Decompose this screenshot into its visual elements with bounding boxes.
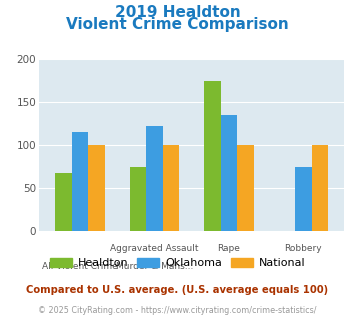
Bar	[55, 173, 72, 231]
Bar	[221, 115, 237, 231]
Text: © 2025 CityRating.com - https://www.cityrating.com/crime-statistics/: © 2025 CityRating.com - https://www.city…	[38, 306, 317, 315]
Bar	[130, 167, 146, 231]
Bar	[237, 145, 253, 231]
Bar	[72, 132, 88, 231]
Text: Compared to U.S. average. (U.S. average equals 100): Compared to U.S. average. (U.S. average …	[26, 285, 329, 295]
Bar	[204, 81, 221, 231]
Text: Murder & Mans...: Murder & Mans...	[116, 262, 193, 271]
Bar	[146, 126, 163, 231]
Text: Rape: Rape	[218, 244, 240, 253]
Bar	[163, 145, 179, 231]
Legend: Healdton, Oklahoma, National: Healdton, Oklahoma, National	[45, 253, 310, 273]
Text: Aggravated Assault: Aggravated Assault	[110, 244, 199, 253]
Text: Violent Crime Comparison: Violent Crime Comparison	[66, 16, 289, 31]
Bar	[312, 145, 328, 231]
Text: Robbery: Robbery	[285, 244, 322, 253]
Text: 2019 Healdton: 2019 Healdton	[115, 5, 240, 20]
Bar	[295, 167, 312, 231]
Text: All Violent Crime: All Violent Crime	[42, 262, 118, 271]
Bar	[88, 145, 105, 231]
